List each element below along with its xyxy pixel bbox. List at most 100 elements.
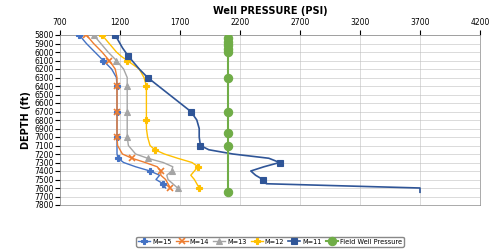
M=13 [120,68,126,70]
M=14 [114,110,120,113]
M=12 [144,118,150,122]
M=14 [154,165,160,168]
M=13 [160,161,166,164]
M=11 [198,144,203,147]
M=15 [132,165,138,168]
M=14 [158,174,164,177]
M=11 [136,68,142,70]
M=13 [105,50,111,53]
M=11 [417,191,423,194]
M=13 [124,84,130,87]
M=15 [100,59,106,62]
M=11 [194,118,200,122]
M=15 [114,118,120,122]
M=13 [132,152,138,156]
M=13 [126,144,132,147]
M=13 [98,42,104,45]
M=12 [106,42,112,45]
M=14 [168,186,173,190]
Field Well Pressure [225,131,231,134]
M=14 [158,170,164,172]
M=13 [144,157,150,160]
M=15 [115,157,121,160]
Field Well Pressure [225,37,231,40]
M=11 [188,110,194,113]
M=14 [120,152,126,156]
M=14 [99,50,105,53]
M=14 [114,118,120,122]
M=12 [99,34,105,36]
M=11 [276,161,282,164]
M=14 [112,68,118,70]
M=15 [120,161,126,164]
M=15 [114,110,120,113]
M=15 [92,50,98,53]
Line: M=12: M=12 [99,32,202,191]
M=11 [264,182,270,185]
M=13 [164,174,170,177]
Field Well Pressure [225,40,231,43]
M=14 [114,76,120,79]
M=12 [162,152,168,156]
M=15 [76,34,82,36]
M=11 [177,102,183,104]
M=12 [144,93,150,96]
M=14 [114,136,120,138]
M=13 [174,186,180,190]
M=12 [118,55,124,58]
M=14 [90,42,96,45]
Line: Field Well Pressure: Field Well Pressure [224,34,232,196]
M=12 [114,50,119,53]
M=13 [90,34,96,36]
M=14 [114,102,120,104]
Line: M=11: M=11 [112,32,424,196]
M=14 [114,84,120,87]
M=11 [260,178,266,181]
Field Well Pressure [225,76,231,79]
M=11 [266,157,272,160]
M=12 [144,102,150,104]
M=12 [188,174,194,177]
Field Well Pressure [225,144,231,147]
M=11 [132,63,138,66]
M=11 [248,170,254,172]
M=13 [165,178,171,181]
M=14 [114,144,120,147]
Field Well Pressure [225,191,231,194]
Y-axis label: DEPTH (ft): DEPTH (ft) [22,91,32,149]
M=13 [124,110,130,113]
M=12 [195,165,201,168]
M=12 [136,68,142,70]
M=13 [124,118,130,122]
M=13 [124,102,130,104]
M=11 [196,136,202,138]
M=13 [124,93,130,96]
M=11 [120,46,126,49]
M=14 [114,127,120,130]
M=11 [122,50,128,53]
M=11 [129,59,135,62]
M=15 [84,42,89,45]
M=11 [230,152,236,156]
M=11 [417,186,423,190]
M=12 [124,59,130,62]
Field Well Pressure [225,47,231,50]
Field Well Pressure [225,110,231,113]
M=11 [117,42,123,45]
Line: M=13: M=13 [91,32,180,191]
M=15 [114,93,120,96]
X-axis label: Well PRESSURE (PSI): Well PRESSURE (PSI) [212,6,328,16]
M=15 [114,127,120,130]
M=11 [156,84,162,87]
M=13 [124,127,130,130]
M=11 [206,148,212,151]
M=14 [114,93,120,96]
M=15 [114,136,120,138]
Line: M=14: M=14 [83,32,174,192]
M=15 [114,84,120,87]
M=15 [114,102,120,104]
M=12 [189,161,195,164]
Field Well Pressure [225,44,231,47]
M=15 [147,170,153,172]
M=13 [114,59,119,62]
